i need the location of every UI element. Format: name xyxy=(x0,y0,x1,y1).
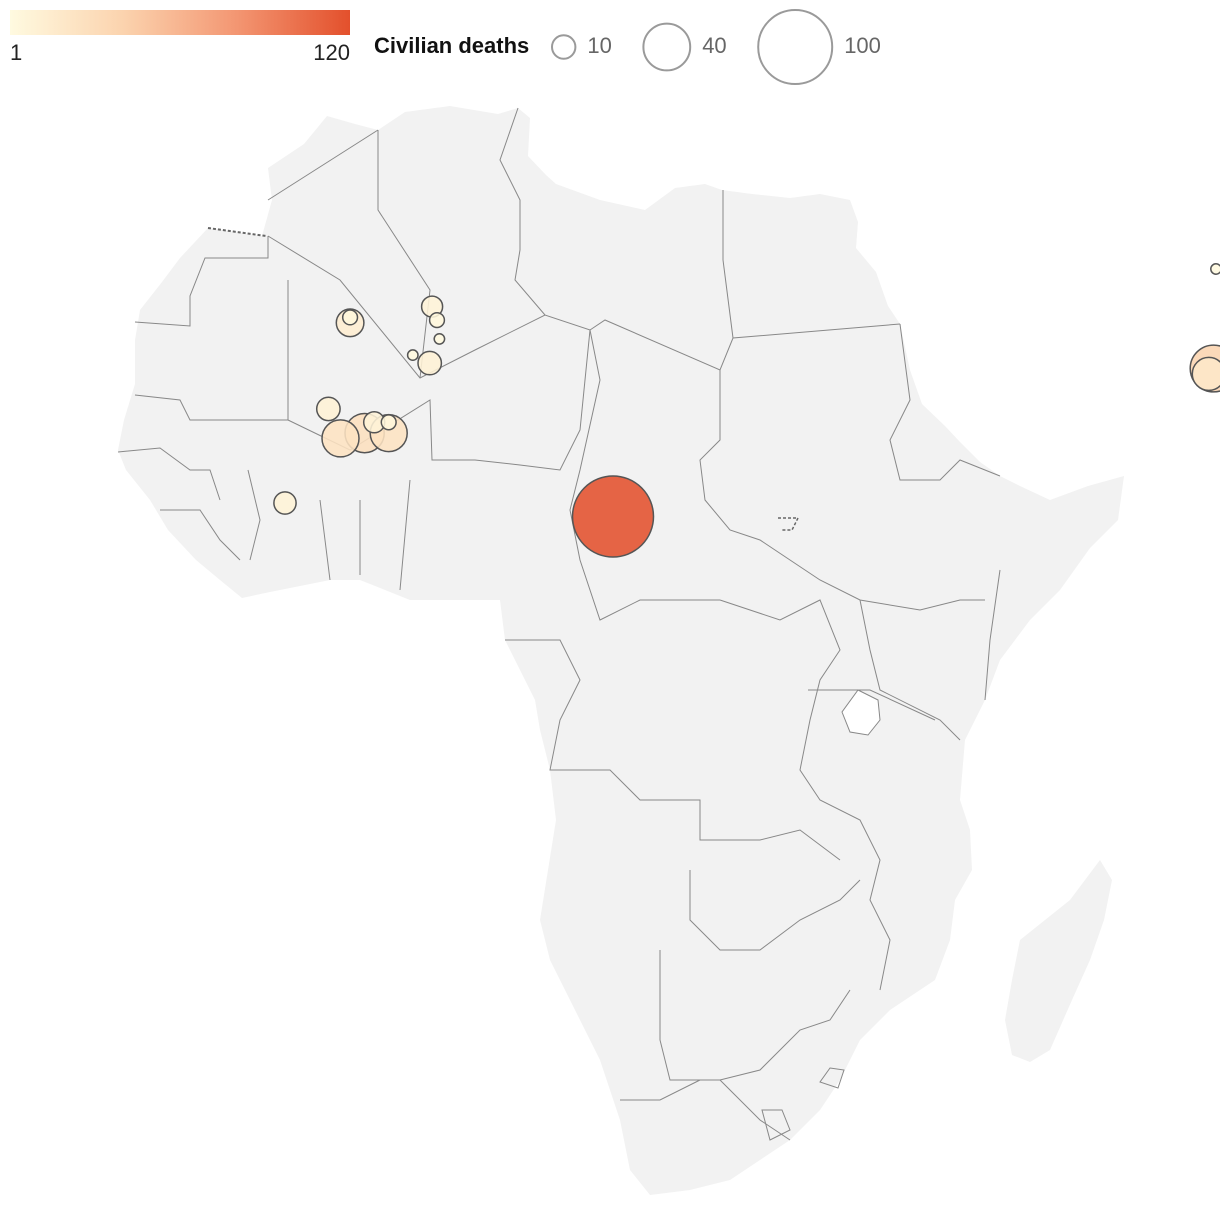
size-legend-label: 100 xyxy=(844,33,881,58)
size-legend-circle xyxy=(642,22,692,72)
event-bubble[interactable] xyxy=(321,419,360,458)
color-ramp xyxy=(10,10,350,35)
event-bubble[interactable] xyxy=(273,491,297,515)
border-line xyxy=(659,950,851,1081)
size-legend-circle xyxy=(757,9,834,85)
border-line xyxy=(808,689,936,721)
event-bubble[interactable] xyxy=(1210,263,1220,275)
border-line xyxy=(160,509,241,561)
event-bubble[interactable] xyxy=(406,349,419,362)
border-line xyxy=(134,236,269,327)
color-max-label: 120 xyxy=(313,40,350,65)
size-legend-label: 10 xyxy=(587,33,612,58)
border-line xyxy=(722,190,734,339)
event-bubble[interactable] xyxy=(433,332,446,345)
border-line xyxy=(499,107,546,316)
border-line xyxy=(267,129,431,379)
border-line xyxy=(689,870,861,951)
border-line xyxy=(247,469,411,591)
event-bubble[interactable] xyxy=(380,414,397,431)
event-bubble[interactable] xyxy=(417,350,443,376)
border-line xyxy=(719,599,891,991)
event-bubble[interactable] xyxy=(571,475,655,558)
lake-victoria xyxy=(841,689,881,736)
border-line xyxy=(620,1079,791,1141)
border-line xyxy=(117,447,221,501)
size-legend-circles xyxy=(551,9,834,85)
disputed-border xyxy=(778,517,800,531)
border-line xyxy=(134,280,289,421)
border-line xyxy=(859,599,961,741)
border-line xyxy=(267,235,901,379)
border-line xyxy=(761,1109,791,1141)
event-bubble[interactable] xyxy=(428,311,446,329)
border-line xyxy=(984,569,1001,701)
border-line xyxy=(819,1067,845,1089)
border-line xyxy=(569,329,720,621)
africa-mainland xyxy=(118,106,1124,1195)
event-bubbles xyxy=(273,263,1220,558)
land-layer xyxy=(118,106,1124,1195)
event-bubble[interactable] xyxy=(341,309,359,326)
event-bubble[interactable] xyxy=(315,396,341,422)
size-legend-label: 40 xyxy=(702,33,727,58)
country-borders xyxy=(117,107,1001,1141)
madagascar xyxy=(1005,860,1112,1062)
border-line xyxy=(889,323,1001,481)
size-legend-circle xyxy=(551,34,577,60)
color-legend: 1 120 xyxy=(10,8,350,68)
border-line xyxy=(505,639,841,861)
color-min-label: 1 xyxy=(10,40,23,65)
event-bubble[interactable] xyxy=(1191,356,1220,392)
size-legend-title: Civilian deaths xyxy=(374,33,530,58)
border-line xyxy=(699,370,985,611)
